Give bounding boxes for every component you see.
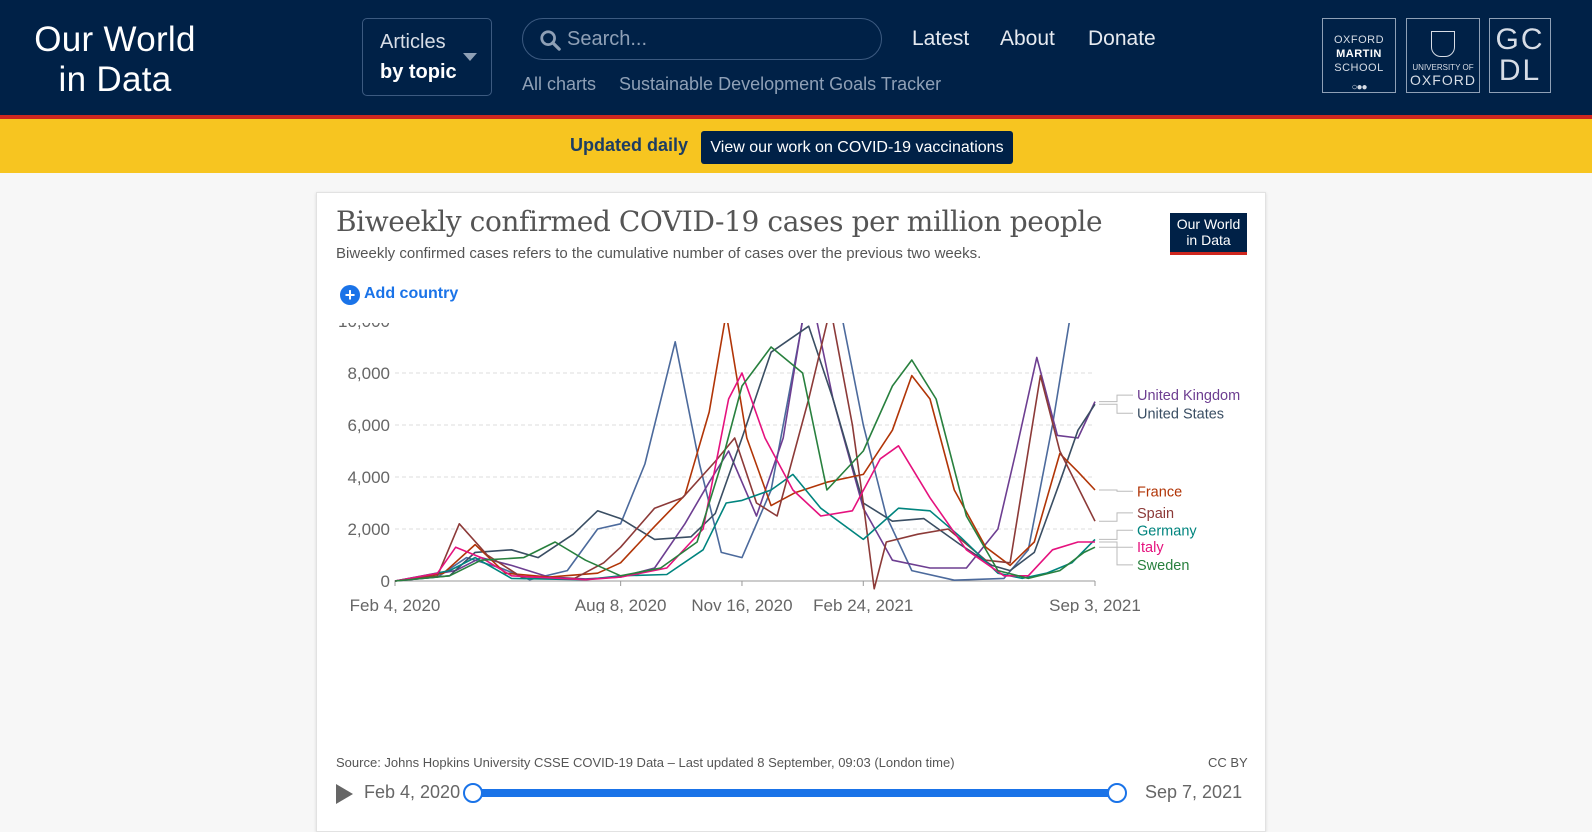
y-tick-label: 2,000 [347, 520, 390, 539]
x-tick-label: Feb 4, 2020 [350, 596, 441, 613]
logo-line-1: Our World [34, 20, 196, 59]
crest-icon [1431, 31, 1455, 57]
label-connector [1099, 529, 1133, 540]
uni-small-label: UNIVERSITY OF [1412, 63, 1474, 72]
y-tick-label: 4,000 [347, 468, 390, 487]
owid-badge-logo[interactable]: Our World in Data [1170, 213, 1247, 255]
uni-big-label: OXFORD [1410, 72, 1476, 88]
y-tick-label: 6,000 [347, 416, 390, 435]
label-connector [1099, 512, 1133, 522]
series-label-spain: Spain [1137, 506, 1174, 522]
series-line-italy [394, 372, 1095, 582]
vaccinations-button[interactable]: View our work on COVID-19 vaccinations [701, 131, 1013, 164]
series-line-sweden [394, 346, 1096, 582]
gcdl-line-1: GC [1495, 23, 1545, 56]
series-label-germany: Germany [1137, 523, 1197, 539]
university-of-oxford-logo[interactable]: UNIVERSITY OF OXFORD [1406, 18, 1480, 93]
header-stripe [0, 115, 1592, 119]
timeline: Feb 4, 2020 Sep 7, 2021 [336, 781, 1246, 807]
timeline-track[interactable] [473, 789, 1117, 797]
series-line-israel [394, 323, 1070, 582]
chevron-down-icon [463, 53, 477, 61]
label-connector [1099, 541, 1133, 548]
x-tick-label: Nov 16, 2020 [691, 596, 792, 613]
x-tick-label: Sep 3, 2021 [1049, 596, 1141, 613]
add-country-button[interactable]: + Add country [340, 285, 458, 305]
x-tick-label: Aug 8, 2020 [575, 596, 667, 613]
y-tick-label: 0 [381, 572, 390, 591]
y-tick-label: 10,000 [338, 323, 390, 331]
series-line-france [394, 323, 1096, 582]
series-label-united-kingdom: United Kingdom [1137, 388, 1240, 404]
search-icon [540, 30, 561, 51]
by-topic-label: by topic [380, 61, 457, 83]
site-header: Our World in Data Articles by topic Late… [0, 0, 1592, 115]
series-label-france: France [1137, 484, 1182, 500]
logo-line-2: in Data [58, 60, 172, 99]
oms-line-2: MARTIN [1336, 48, 1382, 60]
badge-line-2: in Data [1186, 232, 1231, 248]
vaccination-banner: Updated daily View our work on COVID-19 … [0, 119, 1592, 173]
chart-title: Biweekly confirmed COVID-19 cases per mi… [336, 205, 1103, 238]
timeline-end-handle[interactable] [1107, 783, 1127, 803]
series-label-sweden: Sweden [1137, 558, 1189, 574]
license-link[interactable]: CC BY [1208, 755, 1248, 770]
gcdl-line-2: DL [1498, 54, 1542, 87]
play-icon[interactable] [336, 784, 353, 804]
nav-all-charts[interactable]: All charts [522, 74, 597, 94]
timeline-start-date: Feb 4, 2020 [364, 782, 461, 802]
articles-by-topic-button[interactable]: Articles by topic [362, 18, 492, 96]
updated-daily-label: Updated daily [570, 135, 689, 155]
oms-line-3: SCHOOL [1334, 62, 1384, 74]
label-connector [1099, 394, 1133, 403]
badge-line-1: Our World [1176, 216, 1241, 232]
dots-icon: ○●● [1351, 82, 1367, 93]
nav-about[interactable]: About [1000, 27, 1055, 50]
search-box[interactable] [522, 18, 882, 60]
timeline-end-date: Sep 7, 2021 [1145, 782, 1243, 802]
nav-donate[interactable]: Donate [1088, 27, 1156, 50]
search-input[interactable] [567, 24, 867, 54]
gcdl-logo[interactable]: GC DL [1489, 18, 1551, 93]
series-line-united-kingdom [394, 323, 1096, 582]
series-line-united-states [394, 325, 1096, 582]
line-chart[interactable]: 02,0004,0006,0008,00010,00012,00014,000F… [317, 323, 1265, 613]
series-label-italy: Italy [1137, 540, 1164, 556]
nav-sdg-tracker[interactable]: Sustainable Development Goals Tracker [619, 74, 942, 94]
label-connector [1099, 403, 1133, 414]
label-connector [1099, 489, 1133, 492]
chart-subtitle: Biweekly confirmed cases refers to the c… [336, 245, 982, 262]
add-country-label: Add country [364, 285, 459, 302]
owid-logo[interactable]: Our World in Data [30, 20, 200, 100]
plus-icon: + [340, 285, 360, 305]
chart-card: Biweekly confirmed COVID-19 cases per mi… [316, 192, 1266, 832]
articles-label: Articles [380, 31, 446, 53]
chart-source: Source: Johns Hopkins University CSSE CO… [336, 755, 955, 770]
y-tick-label: 8,000 [347, 364, 390, 383]
x-tick-label: Feb 24, 2021 [813, 596, 913, 613]
nav-latest[interactable]: Latest [912, 27, 970, 50]
label-connector [1099, 546, 1133, 566]
oxford-martin-school-logo[interactable]: OXFORD MARTIN SCHOOL ○●● [1322, 18, 1396, 93]
oms-line-1: OXFORD [1333, 34, 1385, 46]
timeline-start-handle[interactable] [463, 783, 483, 803]
series-label-united-states: United States [1137, 406, 1224, 422]
